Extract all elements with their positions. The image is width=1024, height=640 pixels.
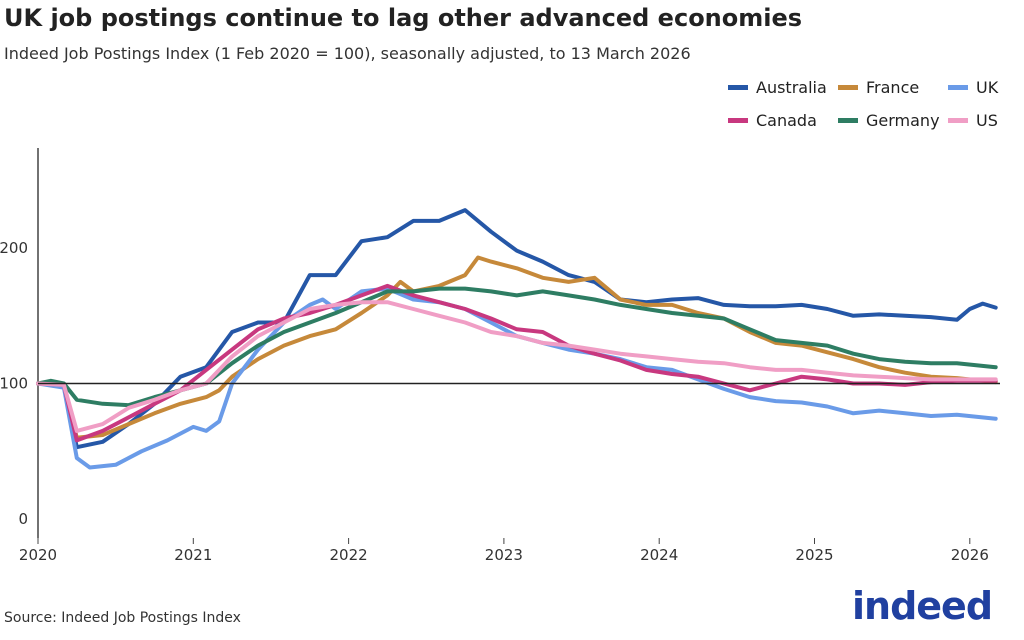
chart-subtitle: Indeed Job Postings Index (1 Feb 2020 = … (4, 44, 691, 63)
x-tick-label: 2025 (795, 546, 833, 564)
series-line-canada (36, 283, 998, 443)
legend-item-france: France (838, 78, 948, 97)
legend-item-australia: Australia (728, 78, 838, 97)
series-line-france (36, 255, 998, 440)
legend-label: Canada (756, 111, 817, 130)
y-tick-label: 0 (18, 510, 28, 528)
legend-label: Germany (866, 111, 940, 130)
legend-item-germany: Germany (838, 111, 948, 130)
y-tick-label: 100 (0, 375, 28, 393)
series-line-australia (36, 208, 998, 450)
x-tick-label: 2023 (485, 546, 523, 564)
x-tick-label: 2022 (330, 546, 368, 564)
legend-label: US (976, 111, 998, 130)
legend-label: UK (976, 78, 999, 97)
legend-label: Australia (756, 78, 827, 97)
legend-swatch (728, 118, 748, 123)
indeed-logo: indeed (852, 584, 993, 628)
legend-swatch (838, 118, 858, 123)
legend: Australia France UK Canada Germany US (728, 78, 1024, 130)
legend-swatch (728, 85, 748, 90)
x-tick-label: 2024 (640, 546, 678, 564)
legend-label: France (866, 78, 920, 97)
legend-item-uk: UK (948, 78, 1024, 97)
series-line-us (36, 300, 998, 433)
legend-swatch (838, 85, 858, 90)
legend-swatch (948, 85, 968, 90)
y-tick-label: 200 (0, 239, 28, 257)
legend-item-canada: Canada (728, 111, 838, 130)
legend-swatch (948, 118, 968, 123)
x-tick-label: 2020 (19, 546, 57, 564)
legend-item-us: US (948, 111, 1024, 130)
source-note: Source: Indeed Job Postings Index (4, 610, 241, 626)
chart-title: UK job postings continue to lag other ad… (4, 4, 803, 32)
x-tick-label: 2026 (951, 546, 989, 564)
x-tick-label: 2021 (174, 546, 212, 564)
